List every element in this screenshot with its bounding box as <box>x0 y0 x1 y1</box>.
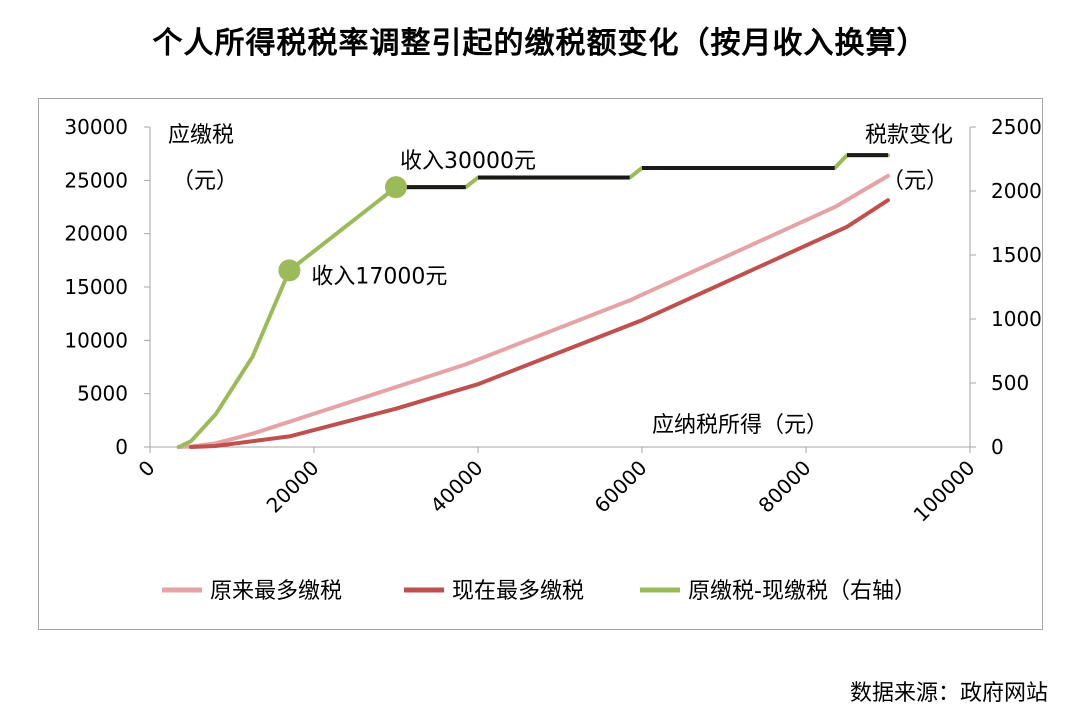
x-tick-label: 20000 <box>262 456 324 518</box>
x-tick-label: 60000 <box>590 456 652 518</box>
annotation-label: 收入17000元 <box>311 264 447 289</box>
y-right-tick-label: 500 <box>991 371 1029 395</box>
y-left-tick-label: 0 <box>115 435 128 459</box>
series-line-new-tax <box>189 198 890 449</box>
x-tick-label: 0 <box>134 456 160 482</box>
legend-item: 原来最多缴税 <box>210 579 342 604</box>
series-line-old-tax <box>176 173 890 449</box>
x-tick-label: 100000 <box>909 456 980 527</box>
x-axis-title: 应纳税所得（元） <box>652 413 828 438</box>
chart-title: 个人所得税税率调整引起的缴税额变化（按月收入换算） <box>152 26 928 61</box>
chart-series <box>176 153 890 449</box>
legend-item: 现在最多缴税 <box>452 579 584 604</box>
chart-frame <box>38 98 1043 630</box>
y-right-tick-label: 0 <box>991 435 1004 459</box>
y-left-axis-title: 应缴税 <box>168 123 234 148</box>
legend-item: 原缴税-现缴税（右轴） <box>688 579 916 604</box>
y-left-tick-label: 10000 <box>64 328 128 352</box>
annotation-marker <box>278 259 301 282</box>
data-source: 数据来源：政府网站 <box>849 681 1048 706</box>
y-left-tick-label: 25000 <box>64 168 128 192</box>
annotation-marker <box>385 176 407 199</box>
chart-annotations: 收入17000元 收入30000元 <box>278 149 536 289</box>
x-tick-label: 40000 <box>426 456 488 518</box>
y-left-tick-label: 15000 <box>64 275 128 299</box>
y-right-tick-label: 2000 <box>991 179 1042 203</box>
chart-legend: 原来最多缴税 现在最多缴税 原缴税-现缴税（右轴） <box>162 579 916 604</box>
y-left-tick-label: 20000 <box>64 222 128 246</box>
y-right-axis-title: 税款变化 <box>865 123 953 148</box>
y-right-tick-label: 2500 <box>991 115 1042 139</box>
y-left-axis-unit: （元） <box>172 169 238 194</box>
y-left-tick-label: 30000 <box>64 115 128 139</box>
y-left-tick-label: 5000 <box>77 382 128 406</box>
annotation-label: 收入30000元 <box>400 149 536 174</box>
series-line-tax-diff <box>176 153 890 449</box>
y-right-tick-label: 1000 <box>991 307 1042 331</box>
y-right-tick-label: 1500 <box>991 243 1042 267</box>
y-right-axis-unit: （元） <box>882 169 948 194</box>
x-tick-label: 80000 <box>754 456 816 518</box>
